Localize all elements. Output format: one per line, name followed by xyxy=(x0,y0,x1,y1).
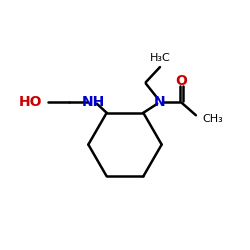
Text: N: N xyxy=(154,95,165,109)
Text: O: O xyxy=(175,74,187,88)
Text: H₃C: H₃C xyxy=(150,53,171,63)
Text: NH: NH xyxy=(82,95,105,109)
Text: CH₃: CH₃ xyxy=(202,114,223,124)
Text: HO: HO xyxy=(18,95,42,109)
